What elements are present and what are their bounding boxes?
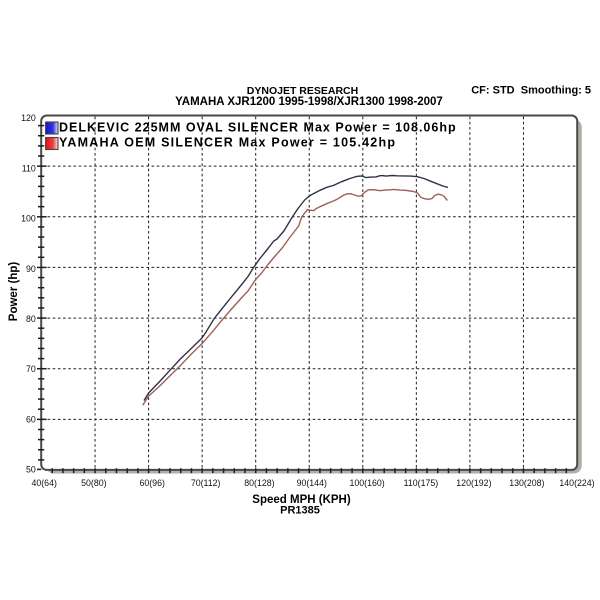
- svg-text:130(208): 130(208): [509, 478, 544, 488]
- svg-text:100: 100: [21, 214, 36, 224]
- svg-text:120(192): 120(192): [456, 478, 491, 488]
- svg-text:Speed MPH (KPH): Speed MPH (KPH): [252, 494, 351, 506]
- svg-text:50: 50: [26, 465, 36, 475]
- svg-text:50(80): 50(80): [81, 478, 106, 488]
- svg-text:CF: STD Smoothing: 5: CF: STD Smoothing: 5: [471, 85, 591, 97]
- svg-text:PR1385: PR1385: [280, 504, 320, 516]
- svg-text:100(160): 100(160): [349, 478, 384, 488]
- svg-text:110(175): 110(175): [404, 478, 439, 488]
- svg-text:80: 80: [26, 314, 36, 324]
- svg-text:120: 120: [21, 113, 36, 123]
- svg-text:DELKEVIC 225MM OVAL SILENCER M: DELKEVIC 225MM OVAL SILENCER Max Power =…: [59, 120, 457, 134]
- svg-text:YAMAHA OEM SILENCER Max Power: YAMAHA OEM SILENCER Max Power = 105.42hp: [59, 136, 396, 150]
- svg-text:70(112): 70(112): [191, 478, 221, 488]
- svg-text:60: 60: [26, 414, 36, 424]
- svg-text:70: 70: [26, 364, 36, 374]
- svg-text:90(144): 90(144): [297, 478, 327, 488]
- svg-text:40(64): 40(64): [31, 478, 56, 488]
- svg-text:110: 110: [22, 163, 36, 173]
- svg-text:90: 90: [26, 264, 36, 274]
- svg-text:YAMAHA XJR1200 1995-1998/XJR13: YAMAHA XJR1200 1995-1998/XJR1300 1998-20…: [175, 96, 443, 108]
- svg-text:Power (hp): Power (hp): [8, 262, 20, 322]
- svg-text:60(96): 60(96): [139, 478, 164, 488]
- svg-text:140(224): 140(224): [559, 478, 594, 488]
- svg-text:DYNOJET RESEARCH: DYNOJET RESEARCH: [247, 85, 358, 97]
- svg-text:80(128): 80(128): [244, 478, 274, 488]
